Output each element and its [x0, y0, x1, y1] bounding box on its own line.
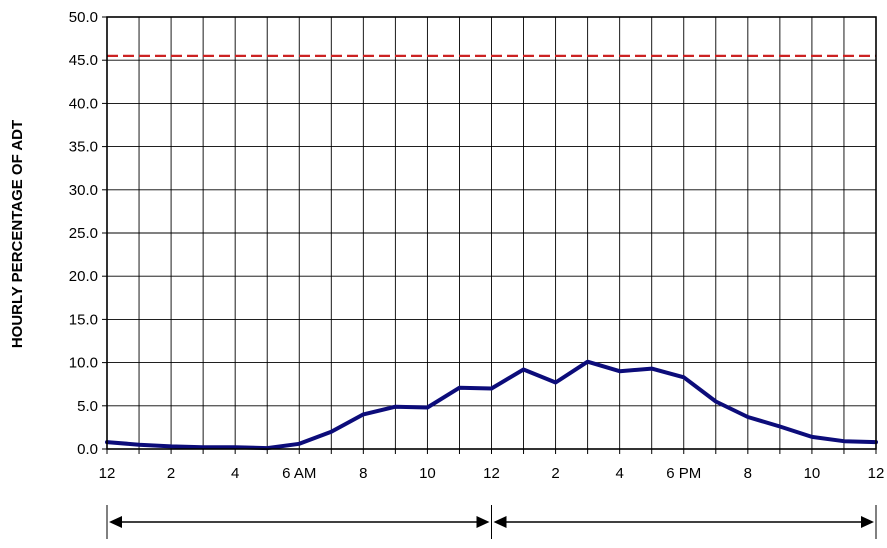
y-tick-label: 15.0 — [69, 311, 98, 328]
period-arrows — [106, 505, 877, 539]
x-tick-label: 4 — [231, 465, 239, 482]
y-tick-label: 0.0 — [77, 441, 98, 458]
y-tick-label: 40.0 — [69, 95, 98, 112]
y-tick-label: 20.0 — [69, 268, 98, 285]
arrow-head-right — [476, 516, 490, 528]
x-tick-label: 10 — [804, 465, 821, 482]
x-axis-ticks: 12 2 4 6 AM 8 10 12 2 4 6 PM 8 10 12 — [99, 449, 885, 482]
grid — [107, 17, 876, 449]
x-tick-label: 2 — [551, 465, 559, 482]
arrow-head-right — [861, 516, 874, 528]
x-tick-label: 6 PM — [666, 465, 701, 482]
x-tick-label: 8 — [744, 465, 752, 482]
x-tick-label: 12 — [483, 465, 500, 482]
y-tick-label: 25.0 — [69, 225, 98, 242]
x-tick-label: 4 — [615, 465, 623, 482]
y-tick-label: 45.0 — [69, 52, 98, 69]
y-tick-label: 30.0 — [69, 182, 98, 199]
y-tick-label: 35.0 — [69, 139, 98, 156]
y-tick-label: 50.0 — [69, 9, 98, 26]
y-axis-title: HOURLY PERCENTAGE OF ADT — [9, 120, 26, 348]
x-tick-label: 10 — [419, 465, 436, 482]
x-tick-label: 12 — [868, 465, 885, 482]
x-tick-label: 8 — [359, 465, 367, 482]
y-axis-ticks: 0.0 5.0 10.0 15.0 20.0 25.0 30.0 35.0 40.0 45.0 50… — [69, 9, 107, 458]
arrow-head-left — [109, 516, 122, 528]
x-tick-label: 2 — [167, 465, 175, 482]
y-tick-label: 10.0 — [69, 355, 98, 372]
x-tick-label: 6 AM — [282, 465, 316, 482]
y-tick-label: 5.0 — [77, 398, 98, 415]
arrow-head-left — [493, 516, 507, 528]
x-tick-label: 12 — [99, 465, 116, 482]
